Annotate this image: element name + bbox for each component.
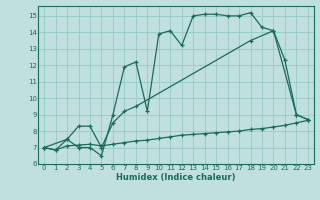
- X-axis label: Humidex (Indice chaleur): Humidex (Indice chaleur): [116, 173, 236, 182]
